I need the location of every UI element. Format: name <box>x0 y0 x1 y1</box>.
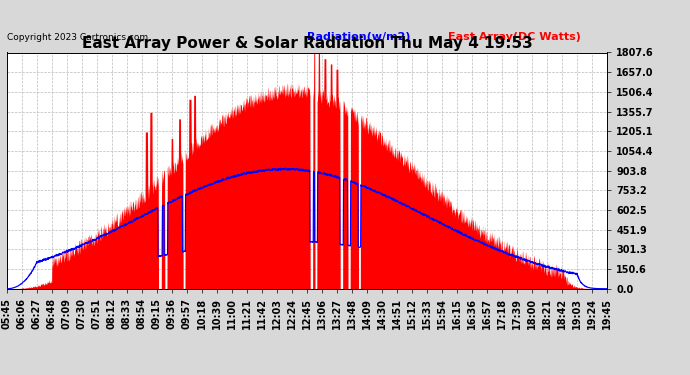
Text: East Array(DC Watts): East Array(DC Watts) <box>448 32 581 42</box>
Text: Copyright 2023 Cartronics.com: Copyright 2023 Cartronics.com <box>7 33 148 42</box>
Title: East Array Power & Solar Radiation Thu May 4 19:53: East Array Power & Solar Radiation Thu M… <box>81 36 533 51</box>
Text: Radiation(w/m2): Radiation(w/m2) <box>307 32 411 42</box>
